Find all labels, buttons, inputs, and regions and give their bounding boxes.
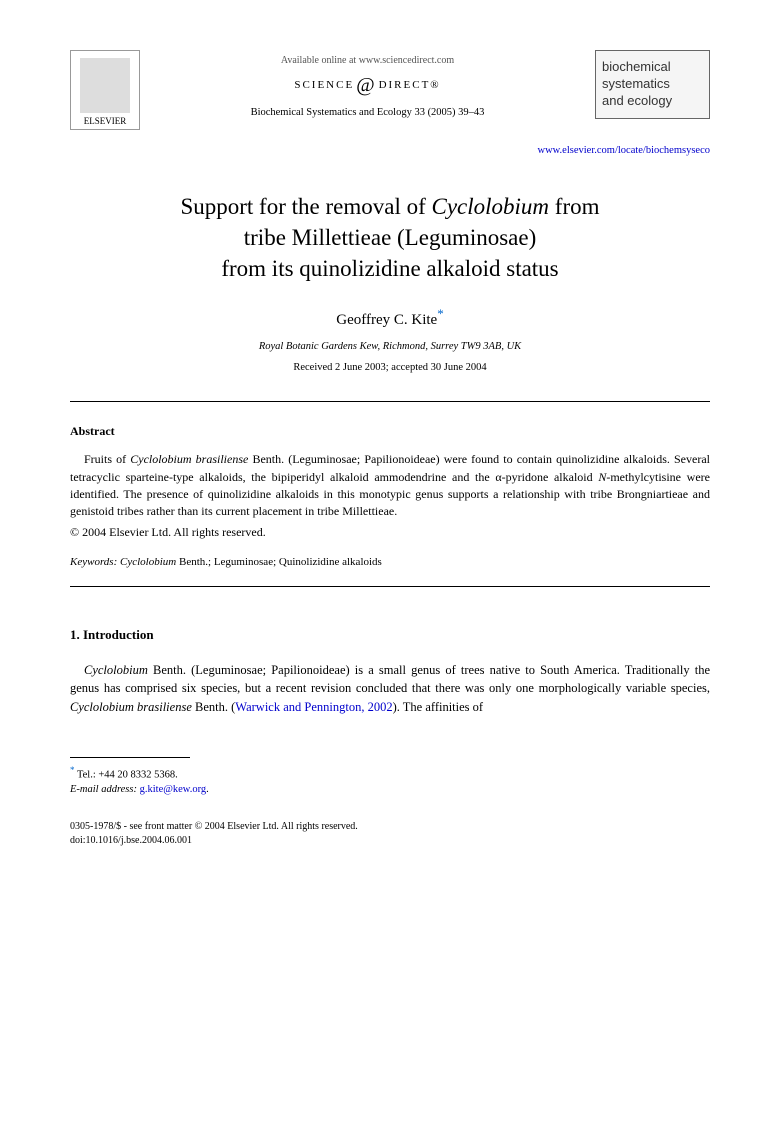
keywords-rest: Benth.; Leguminosae; Quinolizidine alkal…	[176, 556, 382, 568]
author-name: Geoffrey C. Kite	[336, 312, 437, 328]
title-part1: Support for the removal of	[180, 194, 431, 219]
title-italic-genus: Cyclolobium	[432, 194, 550, 219]
email-link[interactable]: g.kite@kew.org	[140, 784, 207, 795]
science-label-left: SCIENCE	[294, 79, 354, 91]
abstract-paragraph: Fruits of Cyclolobium brasiliense Benth.…	[70, 451, 710, 521]
title-line2: tribe Millettieae (Leguminosae)	[244, 225, 537, 250]
corresponding-star-icon[interactable]: *	[437, 306, 444, 321]
keywords-label: Keywords:	[70, 556, 120, 568]
doi-line: doi:10.1016/j.bse.2004.06.001	[70, 834, 710, 848]
journal-logo-box: biochemical systematics and ecology	[595, 50, 710, 119]
available-online-text: Available online at www.sciencedirect.co…	[140, 55, 595, 66]
article-dates: Received 2 June 2003; accepted 30 June 2…	[70, 362, 710, 373]
sciencedirect-logo: SCIENCE@DIRECT®	[140, 74, 595, 97]
footnote-separator	[70, 757, 190, 758]
affiliation: Royal Botanic Gardens Kew, Richmond, Sur…	[70, 341, 710, 352]
tel-label: Tel.:	[77, 769, 98, 780]
intro-genus1: Cyclolobium	[84, 663, 148, 677]
article-title: Support for the removal of Cyclolobium f…	[70, 191, 710, 284]
intro-body2: Benth. (	[192, 700, 235, 714]
footnote-block: * Tel.: +44 20 8332 5368. E-mail address…	[70, 764, 710, 798]
email-period: .	[206, 784, 209, 795]
intro-paragraph: Cyclolobium Benth. (Leguminosae; Papilio…	[70, 661, 710, 717]
section-1-heading: 1. Introduction	[70, 627, 710, 643]
tel-number: +44 20 8332 5368.	[98, 769, 177, 780]
intro-body1: Benth. (Leguminosae; Papilionoideae) is …	[70, 663, 710, 696]
page-header: ELSEVIER Available online at www.science…	[70, 50, 710, 130]
journal-reference: Biochemical Systematics and Ecology 33 (…	[140, 107, 595, 118]
intro-species: Cyclolobium brasiliense	[70, 700, 192, 714]
abstract-lead: Fruits of	[84, 452, 130, 466]
journal-logo-line3: and ecology	[602, 93, 703, 110]
title-part1b: from	[549, 194, 599, 219]
journal-url-link[interactable]: www.elsevier.com/locate/biochemsyseco	[70, 145, 710, 156]
author-line: Geoffrey C. Kite*	[70, 306, 710, 329]
intro-body3: ). The affinities of	[393, 700, 484, 714]
footnote-email-line: E-mail address: g.kite@kew.org.	[70, 783, 710, 798]
email-label: E-mail address:	[70, 784, 140, 795]
keywords-genus: Cyclolobium	[120, 556, 176, 568]
elsevier-tree-icon	[80, 58, 130, 113]
title-line3: from its quinolizidine alkaloid status	[221, 256, 558, 281]
issn-line: 0305-1978/$ - see front matter © 2004 El…	[70, 820, 710, 834]
keywords-line: Keywords: Cyclolobium Benth.; Leguminosa…	[70, 556, 710, 568]
abstract-species1: Cyclolobium brasiliense	[130, 452, 248, 466]
journal-logo-line1: biochemical	[602, 59, 703, 76]
abstract-heading: Abstract	[70, 424, 710, 439]
elsevier-logo: ELSEVIER	[70, 50, 140, 130]
footnote-star-icon: *	[70, 765, 75, 775]
elsevier-label: ELSEVIER	[84, 116, 127, 126]
copyright-line: © 2004 Elsevier Ltd. All rights reserved…	[70, 525, 710, 540]
footnote-tel-line: * Tel.: +44 20 8332 5368.	[70, 764, 710, 783]
separator-line	[70, 401, 710, 402]
separator-line-2	[70, 586, 710, 587]
science-label-right: DIRECT®	[379, 79, 441, 91]
bottom-meta: 0305-1978/$ - see front matter © 2004 El…	[70, 820, 710, 848]
header-center: Available online at www.sciencedirect.co…	[140, 50, 595, 118]
citation-link[interactable]: Warwick and Pennington, 2002	[235, 700, 392, 714]
at-icon: @	[356, 74, 376, 97]
journal-logo-line2: systematics	[602, 76, 703, 93]
